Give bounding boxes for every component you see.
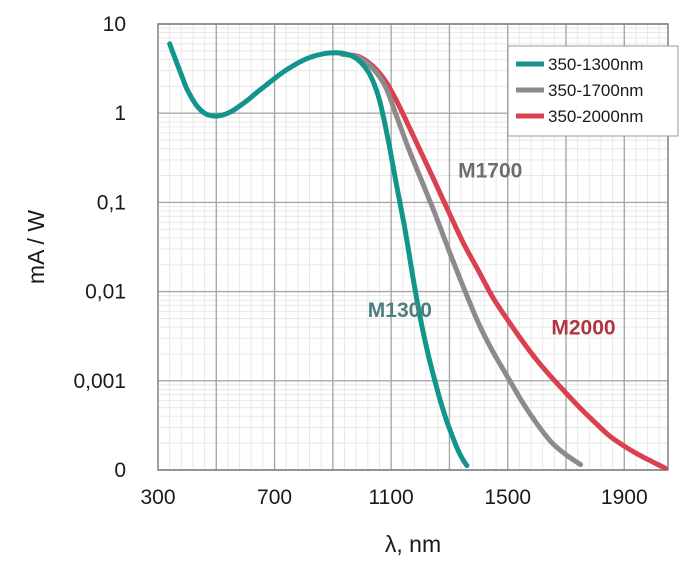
- y-tick-label: 0,001: [73, 370, 126, 393]
- series-line-350-1300nm: [167, 41, 470, 469]
- legend-label: 350-1300nm: [548, 55, 643, 74]
- annotation-m2000: M2000: [551, 317, 615, 340]
- legend-label: 350-2000nm: [548, 107, 643, 126]
- x-tick-label: 700: [257, 486, 292, 509]
- y-tick-label: 0,1: [97, 191, 126, 214]
- x-axis-title: λ, nm: [385, 531, 441, 557]
- x-tick-label: 1500: [484, 486, 531, 509]
- y-axis-title: mA / W: [23, 210, 49, 284]
- legend: 350-1300nm 350-1700nm 350-2000nm: [507, 45, 679, 137]
- x-tick-label: 1900: [601, 486, 648, 509]
- series-line-350-2000nm: [339, 51, 668, 471]
- plot-frame: [157, 23, 669, 471]
- y-tick-label: 0: [114, 459, 126, 482]
- x-tick-label: 1100: [369, 486, 414, 509]
- legend-label: 350-1700nm: [548, 81, 643, 100]
- y-tick-label: 10: [103, 13, 126, 36]
- y-tick-label: 0,01: [85, 281, 126, 304]
- series-layer: [167, 41, 668, 471]
- y-tick-label: 1: [114, 102, 126, 125]
- annotations: M1300 M1700 M2000: [368, 160, 616, 340]
- annotation-m1300: M1300: [368, 299, 432, 322]
- x-axis-ticks: 300 700 1100 1500 1900: [140, 486, 647, 509]
- annotation-m1700: M1700: [458, 160, 522, 183]
- x-tick-label: 300: [140, 486, 175, 509]
- series-line-350-1700nm: [339, 51, 584, 468]
- y-axis-ticks: 0 0,001 0,01 0,1 1 10: [73, 13, 126, 482]
